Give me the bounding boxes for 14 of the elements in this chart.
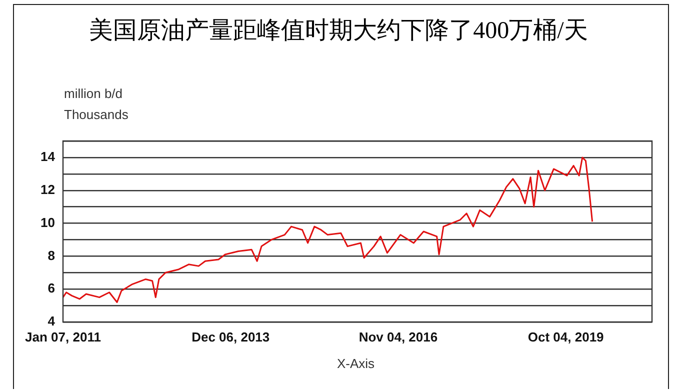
y-tick-label: 4 — [48, 314, 56, 329]
text: Thousands — [64, 107, 128, 122]
x-tick-label: Oct 04, 2019 — [528, 329, 604, 344]
y-tick-label: 12 — [40, 182, 55, 197]
y-tick-label: 14 — [40, 149, 56, 164]
chart-title: 美国原油产量距峰值时期大约下降了400万桶/天 — [88, 16, 589, 46]
x-axis-title: X-Axis — [337, 356, 375, 371]
y-tick-label: 10 — [40, 214, 55, 230]
y-axis-title: million b/d — [64, 86, 123, 101]
x-tick-label: Nov 04, 2016 — [358, 329, 438, 344]
x-tick-label: Dec 06, 2013 — [192, 329, 270, 344]
y-tick-label: 8 — [48, 248, 55, 263]
x-tick-label: Jan 07, 2011 — [25, 329, 101, 344]
y-tick-label: 6 — [48, 280, 55, 296]
